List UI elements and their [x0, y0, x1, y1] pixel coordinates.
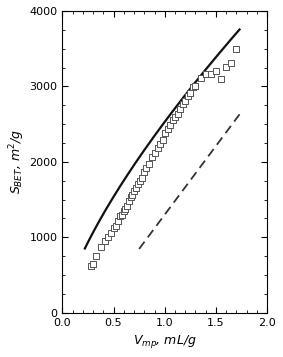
Point — [106, 234, 111, 240]
X-axis label: $V_{mp}$, mL/g: $V_{mp}$, mL/g — [133, 333, 197, 350]
Point — [234, 46, 239, 52]
Point — [209, 71, 213, 76]
Point — [123, 206, 127, 211]
Point — [142, 170, 147, 175]
Point — [134, 185, 138, 191]
Point — [191, 84, 196, 90]
Y-axis label: $S_{BET}$, m$^2$/g: $S_{BET}$, m$^2$/g — [7, 129, 27, 194]
Point — [121, 208, 126, 214]
Point — [91, 261, 95, 266]
Point — [136, 182, 140, 187]
Point — [219, 76, 223, 82]
Point — [147, 161, 152, 167]
Point — [150, 155, 155, 160]
Point — [138, 178, 142, 184]
Point — [115, 218, 120, 223]
Point — [140, 176, 145, 181]
Point — [132, 188, 136, 194]
Point — [214, 68, 218, 74]
Point — [193, 83, 198, 89]
Point — [181, 102, 185, 107]
Point — [89, 263, 93, 269]
Point — [144, 165, 149, 171]
Point — [171, 117, 175, 122]
Point — [198, 75, 203, 81]
Point — [125, 203, 129, 208]
Point — [203, 71, 208, 77]
Point — [113, 223, 118, 229]
Point — [99, 244, 104, 250]
Point — [183, 98, 188, 104]
Point — [224, 64, 228, 70]
Point — [188, 90, 193, 96]
Point — [155, 145, 160, 151]
Point — [173, 115, 177, 120]
Point — [160, 137, 165, 143]
Point — [176, 111, 180, 116]
Point — [186, 93, 190, 99]
Point — [117, 213, 122, 219]
Point — [119, 212, 124, 217]
Point — [130, 192, 134, 198]
Point — [178, 106, 182, 112]
Point — [152, 150, 157, 156]
Point — [94, 253, 98, 259]
Point — [129, 194, 133, 200]
Point — [166, 126, 170, 132]
Point — [168, 122, 172, 128]
Point — [157, 142, 162, 147]
Point — [103, 238, 108, 244]
Point — [111, 225, 116, 231]
Point — [127, 198, 131, 204]
Point — [109, 230, 114, 236]
Point — [229, 60, 233, 66]
Point — [162, 130, 167, 136]
